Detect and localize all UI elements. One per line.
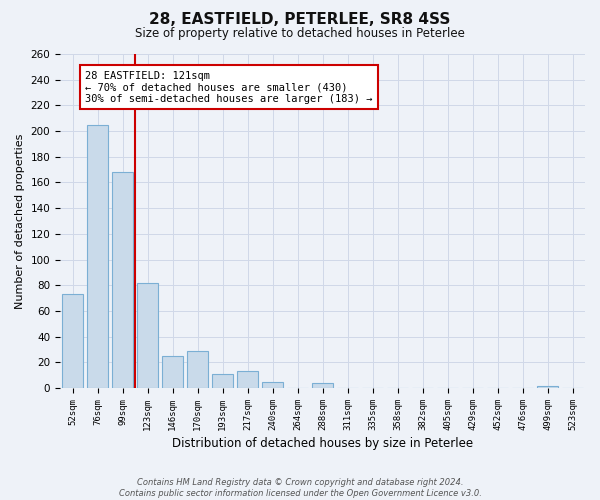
Text: 28 EASTFIELD: 121sqm
← 70% of detached houses are smaller (430)
30% of semi-deta: 28 EASTFIELD: 121sqm ← 70% of detached h… [85, 70, 373, 104]
Text: 28, EASTFIELD, PETERLEE, SR8 4SS: 28, EASTFIELD, PETERLEE, SR8 4SS [149, 12, 451, 28]
Bar [162, 356, 183, 388]
Bar [237, 372, 258, 388]
Bar [187, 351, 208, 388]
Bar [537, 386, 558, 388]
Bar [262, 382, 283, 388]
X-axis label: Distribution of detached houses by size in Peterlee: Distribution of detached houses by size … [172, 437, 473, 450]
Text: Contains HM Land Registry data © Crown copyright and database right 2024.
Contai: Contains HM Land Registry data © Crown c… [119, 478, 481, 498]
Text: Size of property relative to detached houses in Peterlee: Size of property relative to detached ho… [135, 28, 465, 40]
Bar [137, 282, 158, 388]
Bar [87, 124, 108, 388]
Bar [312, 383, 333, 388]
Bar [62, 294, 83, 388]
Bar [212, 374, 233, 388]
Y-axis label: Number of detached properties: Number of detached properties [15, 134, 25, 308]
Bar [112, 172, 133, 388]
